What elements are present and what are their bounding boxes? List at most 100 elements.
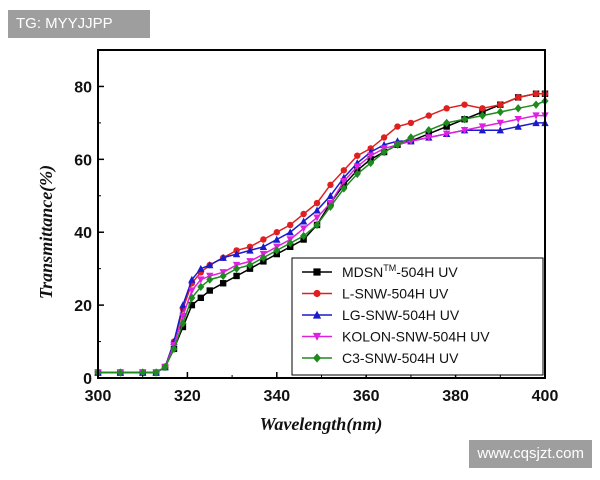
- data-point: [366, 152, 375, 160]
- data-point: [179, 301, 187, 309]
- data-point: [478, 123, 487, 131]
- data-point: [380, 134, 388, 141]
- data-point: [152, 368, 160, 377]
- legend-marker: [313, 289, 321, 298]
- data-point: [340, 167, 348, 174]
- data-point: [326, 191, 335, 199]
- data-point: [273, 235, 281, 243]
- data-point: [219, 253, 227, 261]
- data-point: [532, 119, 540, 127]
- y-tick-label: 0: [83, 371, 92, 388]
- data-point: [313, 220, 321, 230]
- data-point: [179, 312, 187, 320]
- data-point: [393, 140, 402, 149]
- legend-label: C3-SNW-504H UV: [342, 350, 459, 366]
- data-point: [514, 122, 522, 130]
- data-point: [260, 236, 267, 243]
- data-point: [443, 105, 450, 112]
- data-point: [354, 152, 361, 159]
- data-point: [497, 101, 504, 108]
- data-point: [170, 344, 178, 354]
- series-5: [94, 96, 549, 377]
- data-point: [286, 228, 294, 236]
- data-point: [340, 178, 348, 186]
- data-point: [327, 181, 334, 189]
- data-point: [353, 169, 361, 179]
- data-point: [287, 221, 294, 229]
- data-point: [380, 147, 388, 157]
- data-point: [206, 261, 214, 269]
- data-point: [532, 90, 540, 97]
- ticks-layer: 300 320 340 360 380 400 0 20 40 60 80: [74, 79, 558, 405]
- data-point: [139, 368, 147, 377]
- watermark-top-left: TG: MYYJJPP: [8, 10, 150, 38]
- data-point: [197, 282, 205, 292]
- data-point: [478, 111, 486, 120]
- data-point: [353, 163, 361, 171]
- data-point: [461, 115, 469, 124]
- x-tick-label: 300: [85, 388, 112, 405]
- legend-label: LG-SNW-504H UV: [342, 307, 460, 323]
- x-tick-label: 360: [353, 388, 380, 405]
- data-point: [496, 126, 504, 134]
- data-point: [259, 242, 268, 250]
- data-point: [407, 133, 415, 142]
- data-point: [442, 130, 451, 138]
- data-point: [514, 104, 522, 113]
- data-point: [116, 368, 124, 377]
- data-point: [233, 264, 241, 273]
- data-point: [273, 229, 280, 236]
- x-tick-label: 320: [174, 388, 201, 405]
- watermark-bottom-right: www.cqsjzt.com: [469, 440, 592, 468]
- data-point: [340, 184, 348, 193]
- series-layer: [94, 90, 549, 377]
- y-tick-label: 80: [74, 79, 92, 96]
- data-point: [407, 119, 415, 127]
- legend-label: KOLON-SNW-504H UV: [342, 329, 490, 345]
- data-point: [313, 214, 321, 222]
- series-4: [94, 112, 549, 377]
- data-point: [197, 294, 205, 302]
- legend-entry: LG-SNW-504H UV: [302, 307, 460, 323]
- data-point: [206, 275, 214, 284]
- data-point: [179, 319, 187, 328]
- data-point: [197, 264, 205, 272]
- data-point: [219, 280, 227, 287]
- data-point: [273, 246, 281, 255]
- data-point: [496, 107, 504, 117]
- data-point: [460, 126, 469, 135]
- data-point: [161, 362, 169, 372]
- data-point: [188, 293, 196, 302]
- data-point: [443, 118, 451, 128]
- data-point: [188, 287, 196, 295]
- data-point: [233, 272, 240, 280]
- legend-entry: KOLON-SNW-504H UV: [302, 329, 490, 345]
- legend-entry: L-SNW-504H UV: [302, 286, 449, 302]
- legend-marker: [312, 332, 322, 341]
- data-point: [496, 119, 504, 127]
- data-point: [300, 231, 308, 241]
- legend-entry: MDSNTM-504H UV: [302, 263, 458, 280]
- data-point: [461, 101, 468, 108]
- legend-box: [291, 257, 544, 376]
- data-point: [367, 158, 375, 168]
- data-point: [206, 287, 213, 294]
- data-point: [232, 250, 241, 258]
- x-tick-label: 380: [442, 388, 469, 405]
- data-point: [532, 112, 540, 120]
- data-point: [286, 238, 294, 248]
- x-tick-label: 340: [263, 388, 290, 405]
- legend: MDSNTM-504H UV L-SNW-504H UV LG-SNW-504H U…: [291, 257, 544, 376]
- data-point: [259, 253, 267, 262]
- data-point: [299, 225, 308, 233]
- data-point: [514, 116, 522, 124]
- data-point: [394, 123, 401, 130]
- y-tick-label: 20: [74, 298, 92, 315]
- legend-marker: [312, 310, 322, 319]
- data-point: [299, 217, 308, 225]
- legend-label: L-SNW-504H UV: [342, 286, 449, 302]
- data-point: [532, 100, 540, 109]
- y-axis-title: Transmittance(%): [36, 165, 57, 299]
- data-point: [479, 105, 486, 112]
- data-point: [326, 202, 334, 211]
